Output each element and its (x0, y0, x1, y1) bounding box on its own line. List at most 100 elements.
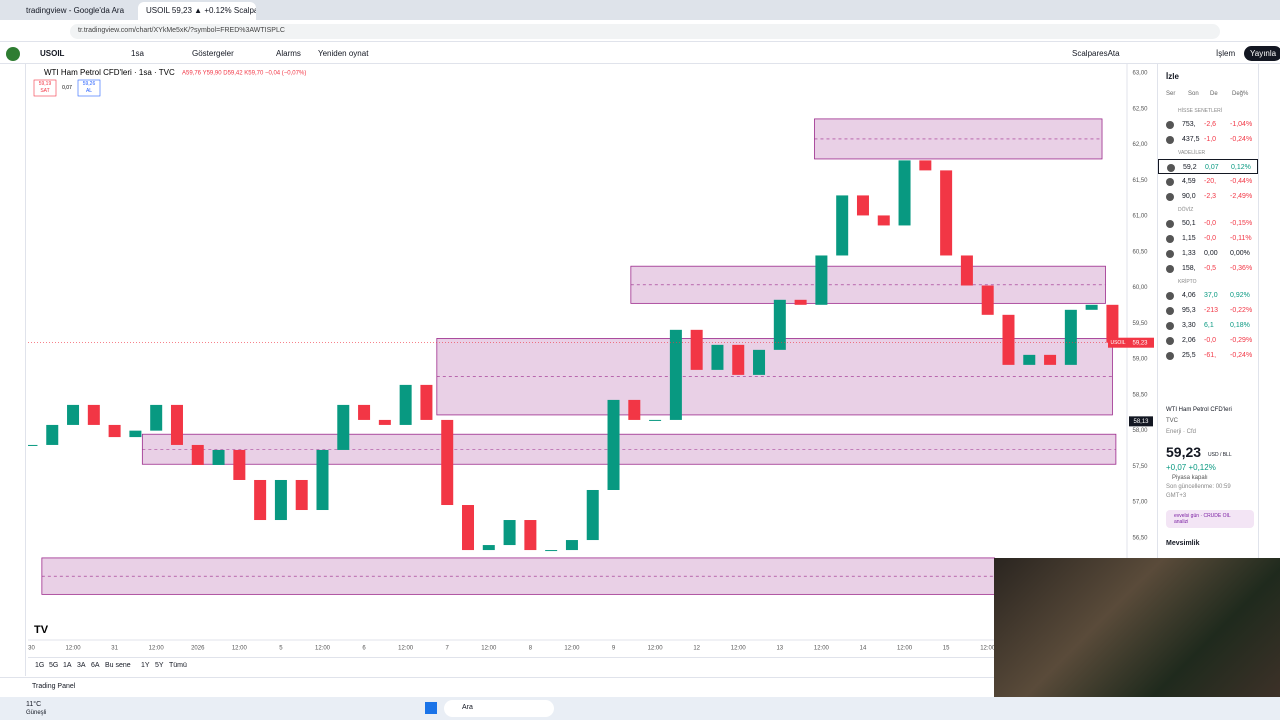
row-icon (1166, 337, 1174, 345)
candle (87, 404, 100, 425)
watch-row[interactable]: 59,2 0,07 0,12% (1158, 159, 1258, 174)
watch-row[interactable]: 158, -0,5 -0,36% (1158, 261, 1258, 276)
watch-row[interactable]: 437,5 -1,0 -0,24% (1158, 132, 1258, 147)
candle (378, 419, 391, 425)
x-tick-label: 30 (28, 646, 35, 652)
row-icon (1166, 352, 1174, 360)
last: 50,1 (1182, 220, 1196, 227)
range-button[interactable]: Tümü (169, 662, 187, 669)
watch-row[interactable]: 25,5 -61, -0,24% (1158, 348, 1258, 363)
publish-button[interactable]: Yayınla (1244, 46, 1280, 61)
right-icons (1258, 64, 1280, 676)
tab-bar: tradingview - Google'da Ara USOIL 59,23 … (0, 0, 1280, 20)
start-button[interactable] (425, 702, 437, 714)
change: -61, (1204, 352, 1217, 359)
range-button[interactable]: 6A (91, 662, 100, 669)
url[interactable]: tr.tradingview.com/chart/XYkMe5xK/?symbo… (70, 24, 1220, 39)
candle (254, 479, 267, 521)
buy-button[interactable] (77, 79, 101, 97)
candle (607, 399, 620, 490)
interval[interactable]: 1sa (131, 49, 144, 58)
candle (628, 399, 641, 420)
drawing-toolbar (0, 64, 26, 676)
last: 59,2 (1183, 164, 1197, 171)
watch-row[interactable]: 753, -2,6 -1,04% (1158, 117, 1258, 132)
candle (545, 550, 558, 552)
x-tick-label: 12:00 (980, 646, 996, 652)
row-icon (1166, 235, 1174, 243)
candle (669, 329, 682, 420)
row-icon (1166, 121, 1174, 129)
exchange: TVC (1166, 418, 1178, 424)
row-icon (1167, 164, 1175, 172)
watch-row[interactable]: 4,06 37,0 0,92% (1158, 288, 1258, 303)
candle (815, 255, 828, 305)
change-pct: 0,92% (1230, 292, 1250, 299)
spread: 0,07 (62, 85, 72, 91)
candle (191, 444, 204, 465)
trade-button[interactable]: İşlem (1216, 49, 1236, 58)
x-tick-label: 12:00 (564, 646, 580, 652)
watch-row[interactable]: 4,59 -20, -0,44% (1158, 174, 1258, 189)
range-button[interactable]: 1G (35, 662, 45, 669)
range-button[interactable]: 3A (77, 662, 86, 669)
idea-card[interactable]: evvelsi gün · CRUDE OIL analizi (1166, 510, 1254, 528)
last: 1,15 (1182, 235, 1196, 242)
watch-row[interactable]: 2,06 -0,0 -0,29% (1158, 333, 1258, 348)
candle (1064, 309, 1077, 365)
layout-name[interactable]: ScalparesAta (1072, 49, 1120, 58)
toolbar-item[interactable]: Göstergeler (192, 49, 234, 58)
change-pct: -0,29% (1230, 337, 1253, 344)
candle (150, 404, 163, 431)
watch-row[interactable]: 3,30 6,1 0,18% (1158, 318, 1258, 333)
last: 4,06 (1182, 292, 1196, 299)
y-tick-label: 61,50 (1132, 178, 1148, 184)
x-tick-label: 8 (529, 646, 533, 652)
change: -213 (1204, 307, 1219, 314)
change: -1,0 (1204, 136, 1217, 143)
range-button[interactable]: 1Y (141, 662, 150, 669)
x-tick-label: 15 (943, 646, 950, 652)
range-button[interactable]: 5G (49, 662, 59, 669)
section-title: HİSSE SENETLERİ (1178, 108, 1223, 114)
tab[interactable]: USOIL 59,23 ▲ +0.12% Scalpa (138, 2, 256, 20)
avatar[interactable] (6, 47, 20, 61)
last: 1,33 (1182, 250, 1196, 257)
change: -0,0 (1204, 235, 1217, 242)
watch-row[interactable]: 1,33 0,00 0,00% (1158, 246, 1258, 261)
sell-button[interactable] (33, 79, 57, 97)
trading-panel[interactable]: Trading Panel (0, 677, 1280, 696)
search[interactable]: Ara (444, 700, 554, 717)
candle (358, 404, 371, 420)
change: 37,0 (1204, 292, 1218, 299)
tab[interactable]: tradingview - Google'da Ara (18, 2, 136, 20)
x-tick-label: 31 (111, 646, 118, 652)
candle (420, 384, 433, 420)
candle (67, 404, 80, 425)
toolbar-item[interactable]: Yeniden oynat (318, 49, 369, 58)
candle (940, 170, 953, 256)
chart-title: WTI Ham Petrol CFD'leri · 1sa · TVC (44, 68, 175, 77)
range-button[interactable]: 1A (63, 662, 72, 669)
x-tick-label: 7 (446, 646, 450, 652)
symbol-name: WTI Ham Petrol CFD'leri (1166, 407, 1232, 413)
candle (1023, 354, 1036, 365)
last: 437,5 (1182, 136, 1200, 143)
x-tick-label: 9 (612, 646, 616, 652)
range-button[interactable]: Bu sene (105, 662, 131, 669)
change-pct: -2,49% (1230, 193, 1253, 200)
last: 4,59 (1182, 178, 1196, 185)
watch-row[interactable]: 95,3 -213 -0,22% (1158, 303, 1258, 318)
watchlist-title[interactable]: İzle (1166, 72, 1179, 81)
toolbar-item[interactable]: Alarms (276, 49, 301, 58)
y-tick-label: 63,00 (1132, 71, 1148, 77)
x-tick-label: 12:00 (648, 646, 664, 652)
watch-row[interactable]: 50,1 -0,0 -0,15% (1158, 216, 1258, 231)
range-button[interactable]: 5Y (155, 662, 164, 669)
column-header: Ser (1166, 91, 1176, 97)
x-tick-label: 13 (776, 646, 783, 652)
watch-row[interactable]: 1,15 -0,0 -0,11% (1158, 231, 1258, 246)
watch-row[interactable]: 90,0 -2,3 -2,49% (1158, 189, 1258, 204)
symbol[interactable]: USOIL (40, 49, 65, 58)
